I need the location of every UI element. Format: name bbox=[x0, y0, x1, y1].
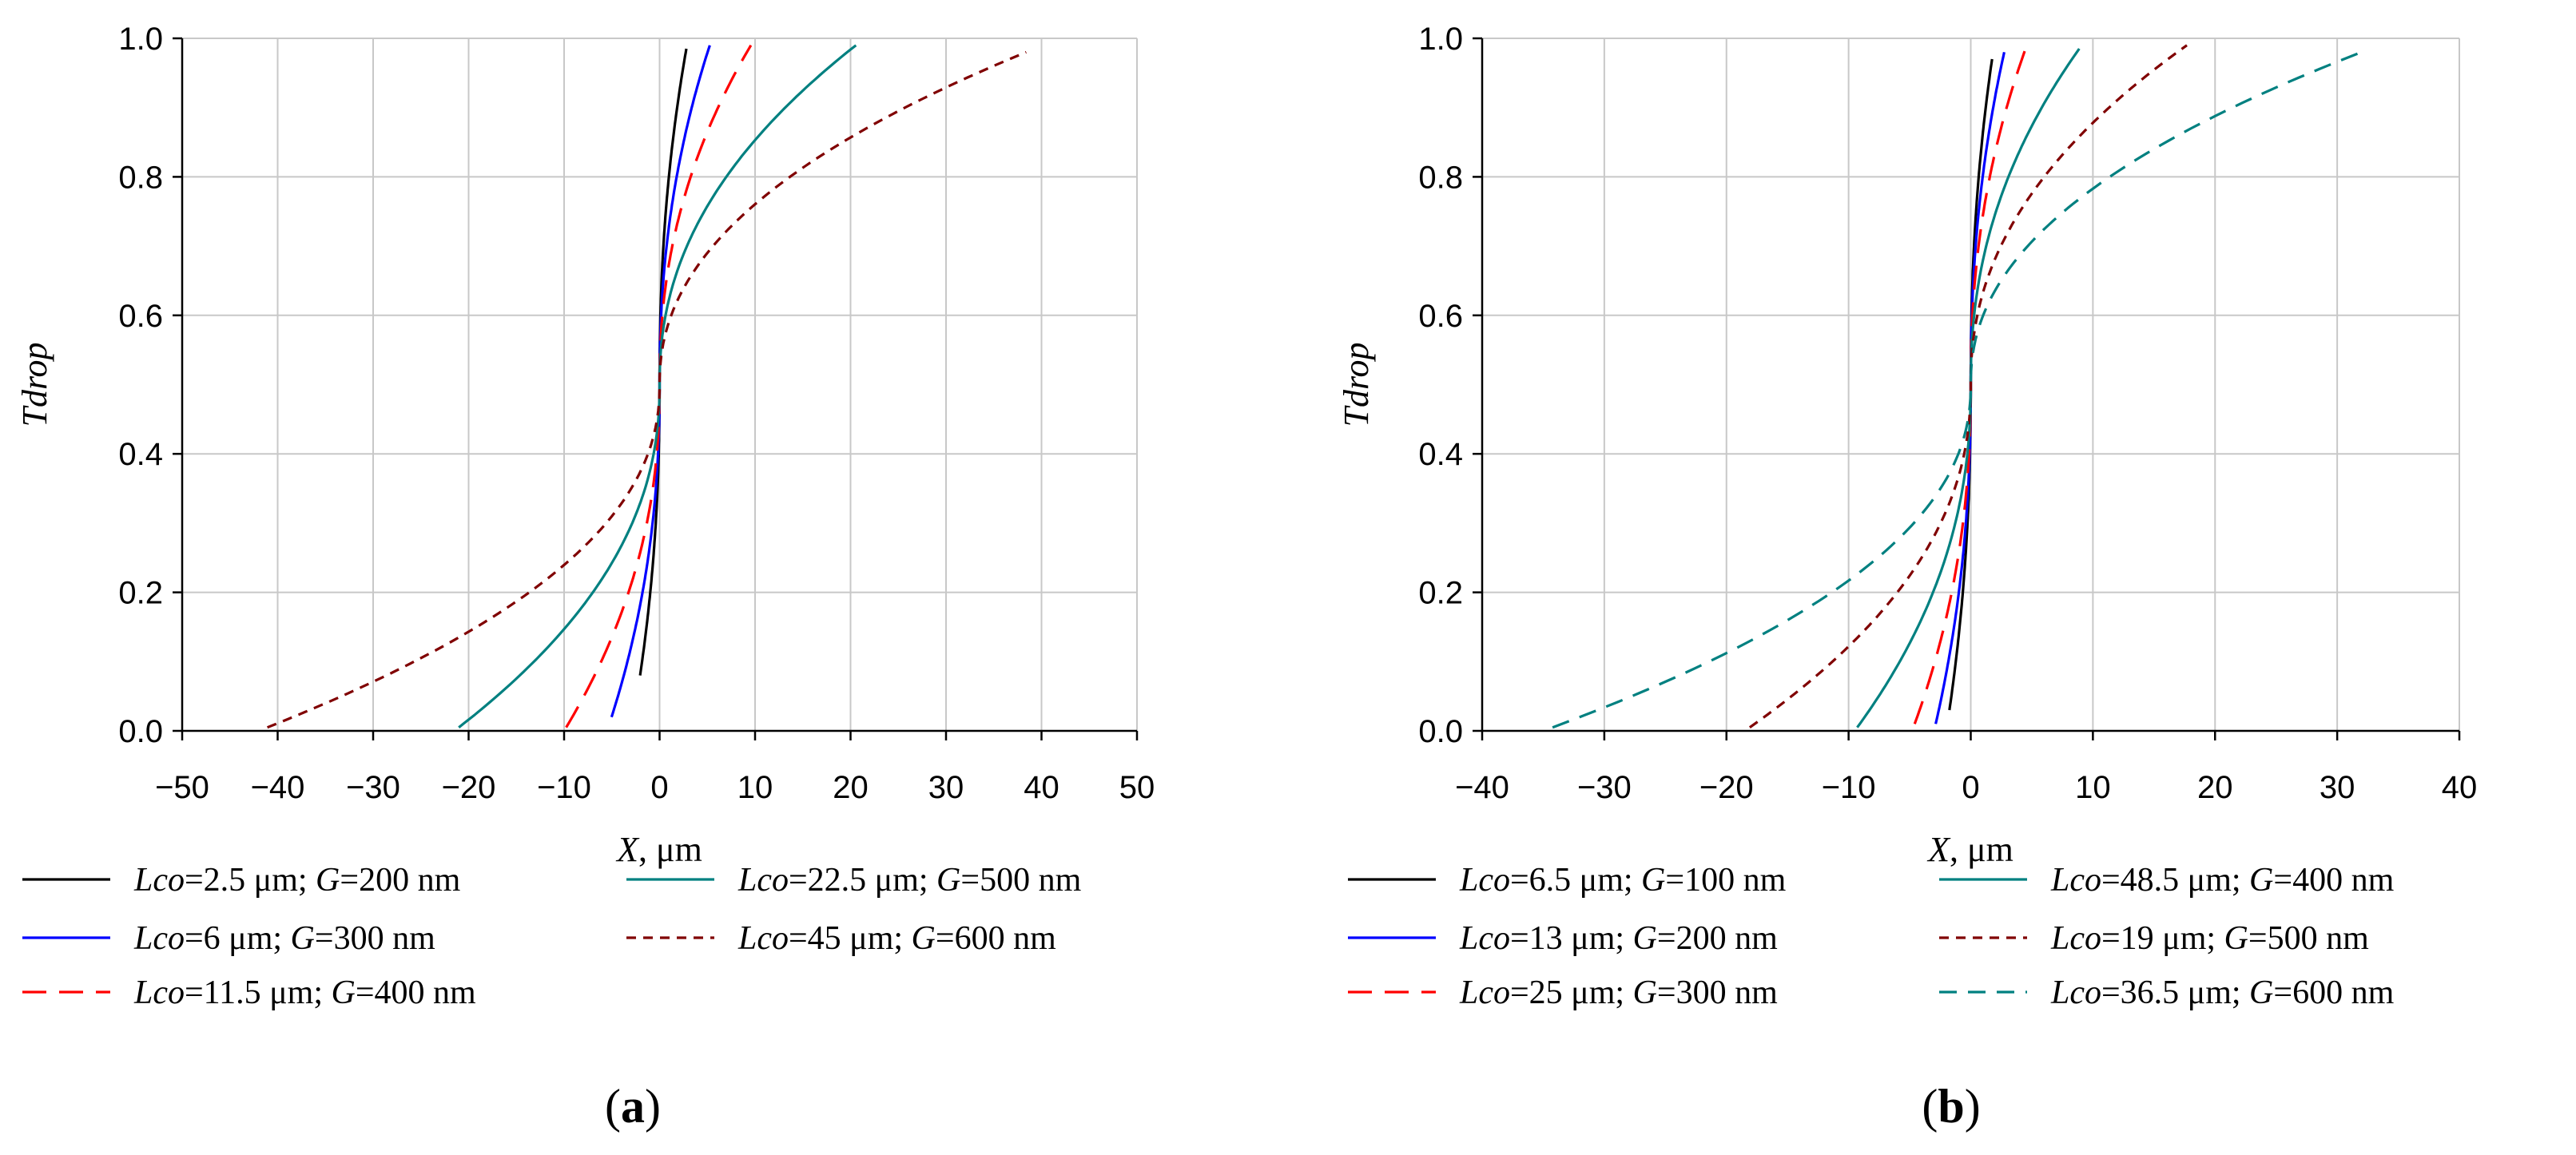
x-tick-label: −50 bbox=[155, 770, 209, 805]
x-tick-label: 0 bbox=[1962, 770, 1979, 805]
x-axis-label: X, μm bbox=[615, 830, 702, 869]
legend-entry-4: Lco=22.5 μm; G=500 nm bbox=[737, 862, 1082, 899]
legend-entry-5: Lco=45 μm; G=600 nm bbox=[737, 920, 1056, 957]
y-tick-label: 0.0 bbox=[118, 714, 163, 749]
series-line-5 bbox=[267, 50, 1027, 729]
y-tick-label: 0.2 bbox=[118, 576, 163, 611]
legend-entry-4: Lco=48.5 μm; G=400 nm bbox=[2050, 862, 2395, 899]
x-tick-label: 30 bbox=[2320, 770, 2355, 805]
x-tick-label: 20 bbox=[833, 770, 869, 805]
panel-label: (a) bbox=[605, 1080, 661, 1133]
chart-panel-b: −40 −30 −20 −10 0 10 20 30 40 0.0 0.2 0.4 0.6 0.8 1.0 X… bbox=[1337, 22, 2477, 1133]
y-tick-label: 0.6 bbox=[1418, 299, 1463, 334]
y-tick-label: 0.0 bbox=[1418, 714, 1463, 749]
x-tick-label: 40 bbox=[1024, 770, 1059, 805]
x-tick-label: −10 bbox=[537, 770, 591, 805]
x-tick-label: 40 bbox=[2442, 770, 2478, 805]
panel-label: (b) bbox=[1922, 1080, 1980, 1133]
x-tick-label: −20 bbox=[442, 770, 496, 805]
y-tick-label: 0.4 bbox=[1418, 437, 1463, 472]
legend-entry-2: Lco=13 μm; G=200 nm bbox=[1459, 920, 1778, 957]
x-tick-label: −30 bbox=[346, 770, 400, 805]
series-line-1 bbox=[638, 48, 688, 676]
x-axis-label: X, μm bbox=[1926, 830, 2013, 869]
x-tick-label: 50 bbox=[1119, 770, 1155, 805]
series-line-5 bbox=[1748, 44, 2188, 728]
y-tick-label: 0.8 bbox=[1418, 160, 1463, 195]
series-line-4 bbox=[458, 44, 857, 728]
x-tick-label: −20 bbox=[1699, 770, 1754, 805]
legend-entry-3: Lco=25 μm; G=300 nm bbox=[1459, 974, 1778, 1011]
legend-entry-1: Lco=6.5 μm; G=100 nm bbox=[1459, 862, 1787, 899]
x-tick-label: 10 bbox=[2075, 770, 2111, 805]
legend-entry-6: Lco=36.5 μm; G=600 nm bbox=[2050, 974, 2395, 1011]
x-tick-label: 20 bbox=[2197, 770, 2233, 805]
series-line-3 bbox=[565, 44, 753, 728]
chart-panel-a: −50 −40 −30 −20 −10 0 10 20 30 40 50 0.0 0.2 0.4 0.6 0.… bbox=[15, 22, 1155, 1133]
y-tick-label: 1.0 bbox=[1418, 22, 1463, 57]
x-tick-label: −30 bbox=[1577, 770, 1632, 805]
x-tick-label: −40 bbox=[1455, 770, 1509, 805]
legend-entry-5: Lco=19 μm; G=500 nm bbox=[2050, 920, 2369, 957]
y-tick-label: 1.0 bbox=[118, 22, 163, 57]
y-tick-label: 0.2 bbox=[1418, 576, 1463, 611]
legend-entry-1: Lco=2.5 μm; G=200 nm bbox=[133, 862, 461, 899]
y-axis-label: Tdrop bbox=[15, 343, 54, 427]
legend-entry-3: Lco=11.5 μm; G=400 nm bbox=[133, 974, 476, 1011]
y-axis-label: Tdrop bbox=[1337, 343, 1376, 427]
y-tick-label: 0.6 bbox=[118, 299, 163, 334]
x-tick-label: −40 bbox=[251, 770, 305, 805]
y-tick-label: 0.4 bbox=[118, 437, 163, 472]
series-line-6 bbox=[1552, 50, 2363, 729]
legend-entry-2: Lco=6 μm; G=300 nm bbox=[133, 920, 435, 957]
series-line-4 bbox=[1856, 48, 2081, 728]
x-tick-label: 10 bbox=[737, 770, 773, 805]
y-tick-label: 0.8 bbox=[118, 160, 163, 195]
x-tick-label: 30 bbox=[928, 770, 964, 805]
x-tick-label: 0 bbox=[650, 770, 668, 805]
x-tick-label: −10 bbox=[1822, 770, 1876, 805]
